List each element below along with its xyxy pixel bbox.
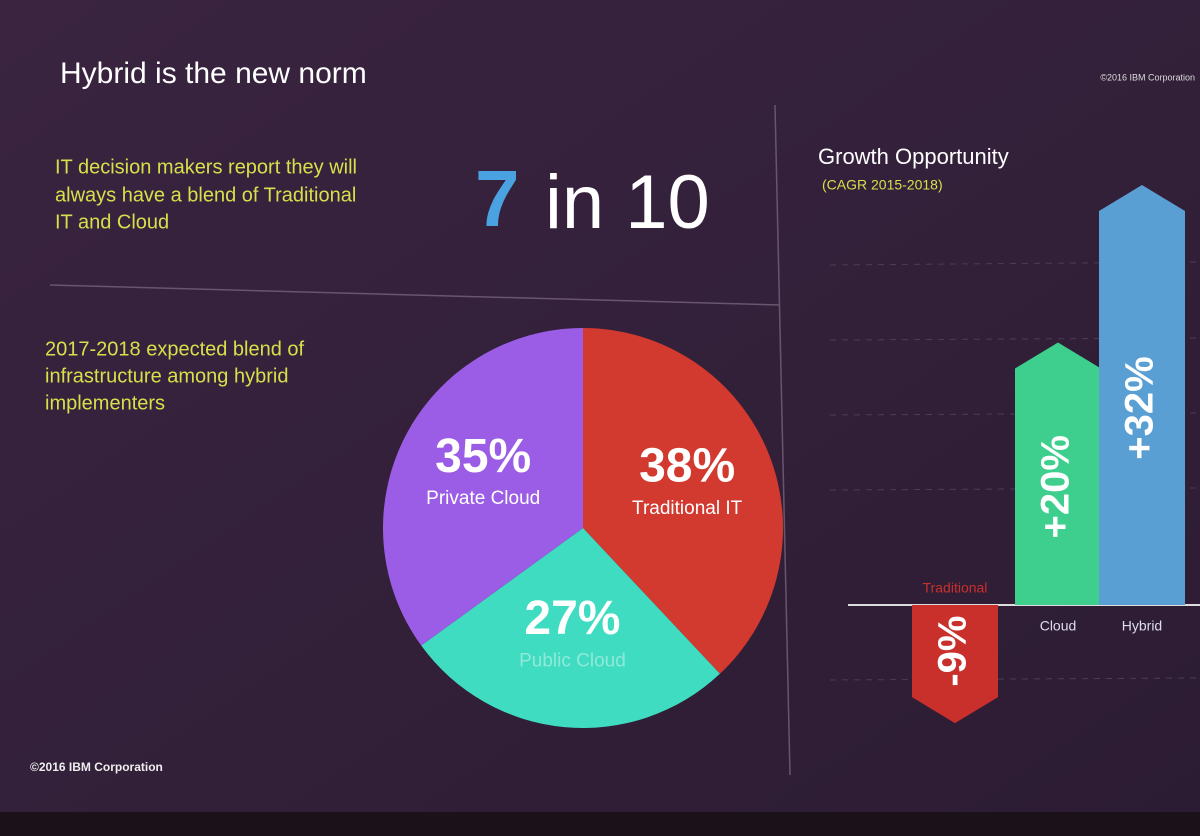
slice-value-label: 38% [639,439,735,492]
divider [774,104,791,776]
pie-slice [421,528,720,728]
pie-slice [383,328,583,646]
bar-arrow [1099,185,1185,605]
stat-line: IT and Cloud [55,211,169,233]
bar-title: Growth Opportunity [818,144,1009,169]
divider [49,284,781,306]
bar-value-label: +20% [1034,435,1078,538]
bar-category-label: Traditional [923,580,988,596]
bar-category-label: Cloud [1040,618,1077,634]
stat-number: 7 [475,154,520,243]
slice-value-label: 27% [524,592,620,645]
pie-title-line: 2017-2018 expected blend of [45,338,305,360]
footer: ©2016 IBM Corporation [30,760,163,774]
slice-category-label: Traditional IT [632,498,743,519]
bar-category-label: Hybrid [1122,618,1162,634]
bar-arrow [912,605,998,724]
stat-rest: in 10 [545,160,710,245]
stat-text: IT decision makers report they will alwa… [55,156,357,233]
slice-category-label: Private Cloud [426,488,540,509]
bar-arrow [1015,342,1101,605]
bar-value-label: -9% [931,615,975,686]
slice-category-label: Public Cloud [519,651,626,672]
stat-line: always have a blend of Traditional [55,184,356,206]
pie-title-line: implementers [45,392,165,414]
bar-subtitle: (CAGR 2015-2018) [822,177,943,193]
corner-note: ©2016 IBM Corporation [1100,72,1195,82]
pie-title: 2017-2018 expected blend of infrastructu… [45,338,305,414]
pie-title-line: infrastructure among hybrid [45,365,288,387]
bar-value-label: +32% [1118,356,1162,459]
slice-value-label: 35% [435,430,531,483]
pie-slice [583,328,783,674]
stat-line: IT decision makers report they will [55,156,357,178]
slide-title: Hybrid is the new norm [60,57,367,90]
